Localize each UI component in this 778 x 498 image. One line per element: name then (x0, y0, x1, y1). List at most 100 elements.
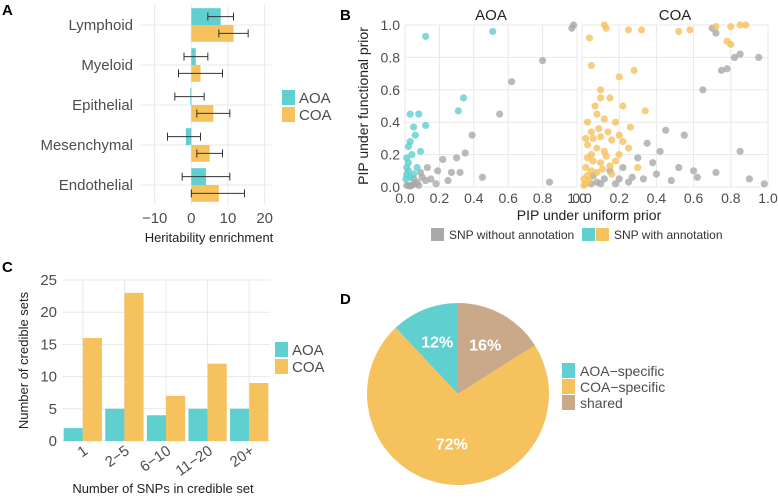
point-snp-without-annotation (434, 167, 442, 175)
x-tick-label: 0.8 (721, 190, 741, 206)
x-axis-title: Number of SNPs in credible set (72, 481, 254, 496)
point-snp-without-annotation (643, 139, 651, 147)
point-snp-without-annotation (690, 167, 698, 175)
point-snp-with-annotation (587, 167, 595, 175)
point-snp-with-annotation (591, 102, 599, 110)
x-axis-title: PIP under uniform prior (517, 207, 662, 223)
point-snp-without-annotation (568, 24, 576, 32)
point-snp-with-annotation (416, 147, 425, 155)
panel-b-legend: SNP without annotation SNP with annotati… (431, 228, 723, 242)
x-tick-label: 10 (220, 210, 237, 227)
point-snp-with-annotation (602, 152, 610, 160)
x-tick-label: 0.4 (647, 190, 667, 206)
point-snp-with-annotation (637, 26, 646, 34)
point-snp-without-annotation (639, 175, 647, 183)
point-snp-without-annotation (468, 131, 476, 139)
point-snp-with-annotation (606, 94, 614, 102)
point-snp-with-annotation (410, 123, 418, 131)
category-label-endothelial: Endothelial (59, 177, 133, 194)
panel-a-label: A (2, 2, 13, 19)
point-snp-with-annotation (593, 168, 601, 177)
point-snp-with-annotation (413, 163, 421, 172)
point-snp-with-annotation (602, 24, 610, 32)
category-label-lymphoid: Lymphoid (69, 17, 133, 34)
bar-aoa-lymphoid (191, 8, 221, 25)
pie-label-coa-specific: 72% (436, 437, 468, 454)
point-snp-without-annotation (736, 147, 744, 155)
point-snp-with-annotation (626, 123, 634, 131)
panel-c-label: C (2, 259, 13, 276)
panel-d-pie-chart: 16% 72% 12% (367, 303, 550, 486)
bar-coa-2-5 (124, 292, 144, 441)
point-snp-with-annotation (634, 163, 642, 172)
point-snp-without-annotation (615, 175, 623, 183)
y-tick-label: 20 (40, 304, 57, 321)
point-snp-with-annotation (489, 27, 497, 36)
x-tick-label: 0.0 (572, 190, 592, 206)
legend-swatch-aoa (282, 90, 295, 105)
pie-slice-aoa-specific (395, 303, 458, 394)
point-snp-with-annotation (585, 34, 594, 42)
facet-area (405, 25, 577, 187)
point-snp-without-annotation (760, 180, 768, 188)
point-snp-with-annotation (411, 131, 419, 139)
legend-label-annotation: SNP with annotation (614, 228, 723, 242)
point-snp-without-annotation (422, 176, 430, 185)
point-snp-with-annotation (742, 21, 750, 29)
pie-label-shared: 16% (469, 338, 501, 355)
x-tick-label: 1 (75, 442, 92, 461)
category-label-myeloid: Myeloid (81, 57, 133, 74)
point-snp-without-annotation (712, 29, 720, 37)
panel-d-legend: AOA−specific COA−specific shared (562, 363, 665, 411)
point-snp-without-annotation (667, 176, 675, 185)
panel-d-label: D (340, 291, 351, 308)
point-snp-with-annotation (597, 159, 605, 167)
y-tick-label: 5 (49, 401, 57, 418)
x-tick-label: 0.6 (498, 190, 518, 206)
y-axis-title: PIP under functional prior (355, 27, 371, 185)
legend-label-aoa: AOA (292, 342, 324, 359)
point-snp-with-annotation (422, 32, 430, 40)
x-tick-label: 6−10 (137, 442, 174, 475)
point-snp-with-annotation (580, 181, 588, 189)
bar-coa-lymphoid (191, 25, 234, 42)
point-snp-with-annotation (630, 66, 638, 74)
facet-title-coa: COA (659, 7, 692, 24)
bar-coa-11-20 (207, 363, 227, 441)
point-snp-with-annotation (615, 73, 623, 81)
category-label-mesenchymal: Mesenchymal (40, 137, 133, 154)
point-snp-with-annotation (611, 118, 620, 126)
pie-label-aoa-specific: 12% (421, 335, 453, 352)
x-tick-label: 0.6 (684, 190, 704, 206)
point-snp-with-annotation (422, 121, 430, 130)
point-snp-with-annotation (619, 138, 627, 146)
point-snp-with-annotation (583, 118, 592, 126)
x-tick-label: 11−20 (173, 442, 216, 479)
point-snp-without-annotation (423, 163, 431, 172)
x-tick-label: −10 (142, 210, 167, 227)
point-snp-with-annotation (598, 165, 607, 173)
point-snp-without-annotation (600, 175, 608, 183)
point-snp-with-annotation (604, 128, 612, 136)
point-snp-with-annotation (408, 151, 416, 159)
point-snp-with-annotation (410, 170, 418, 178)
point-snp-without-annotation (675, 163, 683, 172)
point-snp-without-annotation (619, 163, 627, 172)
point-snp-without-annotation (628, 173, 636, 181)
legend-swatch-aoa (275, 342, 288, 357)
point-snp-without-annotation (730, 53, 739, 62)
point-snp-with-annotation (624, 144, 633, 152)
point-snp-with-annotation (404, 142, 413, 151)
bar-coa-20 (249, 383, 269, 441)
point-snp-without-annotation (723, 65, 731, 73)
point-snp-with-annotation (600, 115, 608, 123)
point-snp-without-annotation (745, 175, 754, 183)
y-tick-label: 0.8 (381, 49, 401, 65)
bar-aoa-2-5 (105, 408, 125, 441)
point-snp-with-annotation (727, 40, 735, 49)
y-tick-label: 0 (49, 433, 57, 450)
legend-label-aoa: AOA (299, 90, 331, 107)
point-snp-with-annotation (583, 141, 592, 149)
point-snp-without-annotation (539, 57, 547, 65)
legend-label-shared: shared (580, 395, 623, 411)
